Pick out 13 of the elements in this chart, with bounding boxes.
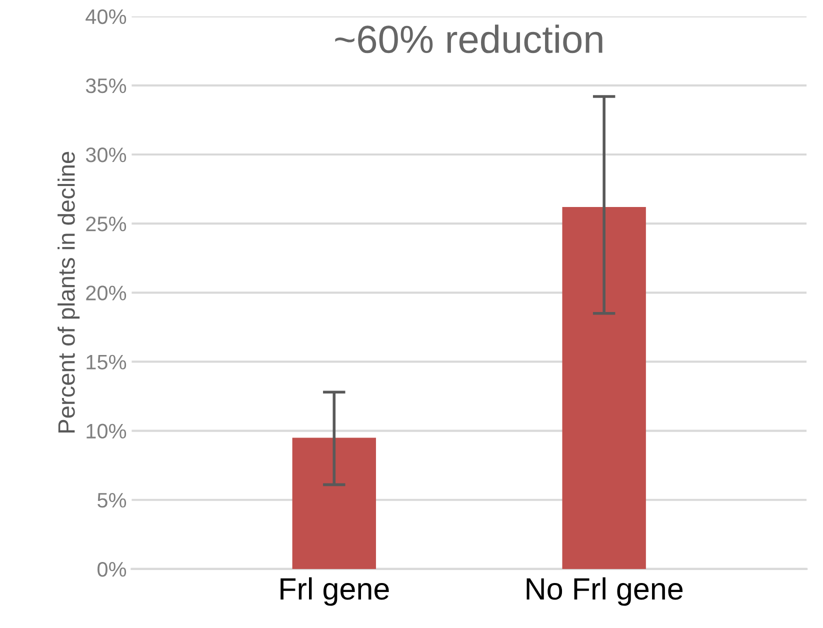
x-tick-label: No Frl gene — [526, 577, 683, 606]
y-tick-label: 10% — [86, 424, 126, 439]
y-tick-label: 40% — [86, 9, 126, 24]
y-tick-label: 20% — [86, 286, 126, 300]
y-tick-label: 30% — [86, 147, 126, 162]
x-tick-label: Frl gene — [280, 577, 389, 606]
annotation: ~60% reduction — [335, 24, 602, 54]
y-tick-label: 15% — [86, 354, 126, 370]
y-tick-label: 35% — [86, 78, 126, 94]
y-axis-title: Percent of plants in decline — [58, 152, 80, 432]
y-tick-label: 25% — [86, 216, 126, 232]
y-tick-label: 5% — [98, 492, 126, 508]
y-tick-label: 0% — [98, 562, 126, 577]
